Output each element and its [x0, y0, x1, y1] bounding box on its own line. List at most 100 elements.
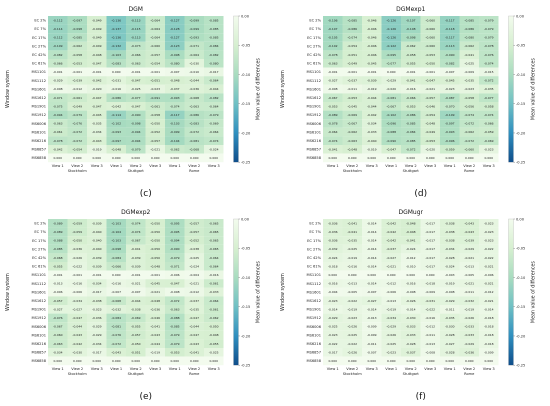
heatmap-cell: [459, 244, 479, 254]
cell-value-label: -0.016: [111, 87, 121, 91]
heatmap-cell: [67, 348, 87, 357]
cell-value-label: -0.028: [406, 342, 416, 346]
cell-value-label: -0.067: [53, 325, 63, 329]
cell-value-label: 0.000: [53, 156, 62, 160]
cell-value-label: -0.103: [111, 221, 121, 225]
cell-value-label: -0.085: [170, 325, 180, 329]
cell-value-label: -0.076: [72, 122, 82, 126]
heatmap-cell: [362, 50, 382, 59]
cell-value-label: -0.017: [425, 239, 435, 243]
cell-value-label: -0.071: [170, 264, 180, 268]
cell-value-label: -0.107: [406, 18, 416, 22]
col-label: View 3: [483, 164, 495, 168]
cell-value-label: -0.046: [367, 44, 377, 48]
heatmap-cell: [87, 339, 107, 348]
cell-value-label: -0.064: [150, 27, 160, 31]
cell-value-label: -0.077: [386, 61, 396, 65]
cell-value-label: -0.085: [53, 247, 63, 251]
heatmap-cell: [342, 145, 362, 154]
heatmap-cell: [420, 236, 440, 245]
heatmap-cell: [420, 136, 440, 145]
cell-value-label: 0.000: [328, 273, 337, 277]
cell-value-label: -0.126: [386, 36, 396, 40]
cell-value-label: -0.001: [72, 70, 82, 74]
row-label: MS1112: [306, 282, 321, 286]
cell-value-label: -0.079: [484, 27, 494, 31]
cell-value-label: -0.036: [72, 247, 82, 251]
cell-value-label: -0.094: [131, 130, 141, 134]
cell-value-label: -0.050: [150, 122, 160, 126]
cell-value-label: -0.080: [464, 36, 474, 40]
heatmap-cell: [440, 41, 460, 51]
cell-value-label: -0.036: [92, 316, 102, 320]
row-label: MS1101: [306, 70, 321, 74]
heatmap-cell: [165, 348, 185, 357]
heatmap-cell: [479, 339, 499, 348]
heatmap-cell: [48, 102, 68, 111]
cell-value-label: -0.083: [189, 122, 199, 126]
heatmap-cell: [165, 296, 185, 305]
cell-value-label: -0.046: [367, 53, 377, 57]
cell-value-label: -0.064: [209, 299, 219, 303]
heatmap-cell: [87, 305, 107, 314]
heatmap-cell: [48, 110, 68, 120]
cell-value-label: -0.066: [53, 61, 63, 65]
cell-value-label: -0.039: [131, 256, 141, 260]
cell-value-label: -0.054: [347, 44, 357, 48]
heatmap-cell: [342, 236, 362, 245]
heatmap-cell: [48, 153, 68, 163]
heatmap-cell: [106, 313, 126, 323]
row-label: MS6857: [306, 351, 321, 355]
cell-value-label: -0.128: [170, 27, 180, 31]
row-label: EC 61%: [32, 62, 46, 66]
cell-value-label: -0.069: [131, 316, 141, 320]
cell-value-label: -0.021: [189, 282, 199, 286]
cell-value-label: -0.022: [347, 299, 357, 303]
cell-value-label: -0.014: [367, 256, 377, 260]
heatmap-cell: [479, 41, 499, 51]
cell-value-label: -0.090: [386, 139, 396, 143]
cell-value-label: -0.021: [484, 282, 494, 286]
cell-value-label: -0.036: [189, 87, 199, 91]
heatmap-cell: [362, 76, 382, 85]
colorbar-tick-label: -0.15: [516, 102, 525, 106]
col-label: View 2: [130, 367, 142, 371]
cell-value-label: -0.057: [189, 221, 199, 225]
heatmap-cell: [420, 41, 440, 51]
cell-value-label: -0.074: [209, 139, 219, 143]
cell-value-label: -0.096: [386, 122, 396, 126]
heatmap-cell: [67, 93, 87, 102]
heatmap-cell: [401, 287, 421, 297]
cell-value-label: -0.051: [347, 53, 357, 57]
cell-value-label: -0.036: [328, 239, 338, 243]
cell-value-label: -0.061: [209, 282, 219, 286]
cell-value-label: 0.000: [328, 156, 337, 160]
cell-value-label: -0.039: [92, 221, 102, 225]
cell-value-label: -0.051: [150, 79, 160, 83]
heatmap-cell: [381, 127, 401, 137]
cell-value-label: -0.012: [484, 290, 494, 294]
cell-value-label: -0.019: [367, 147, 377, 151]
cell-value-label: -0.050: [425, 61, 435, 65]
heatmap-cell: [204, 339, 224, 348]
cell-value-label: -0.048: [170, 79, 180, 83]
cell-value-label: -0.014: [367, 264, 377, 268]
heatmap-cell: [342, 33, 362, 42]
heatmap-cell: [165, 305, 185, 314]
row-label: EC 27%: [32, 247, 46, 251]
heatmap-cell: [342, 41, 362, 51]
colorbar-label: Mean value of differences: [256, 261, 262, 323]
heatmap-cell: [323, 219, 343, 228]
cell-value-label: -0.034: [386, 316, 396, 320]
heatmap-cell: [420, 270, 440, 280]
heatmap-cell: [87, 356, 107, 366]
heatmap-cell: [67, 262, 87, 271]
heatmap-cell: [323, 227, 343, 237]
heatmap-cell: [165, 330, 185, 340]
group-label: Stockholm: [68, 169, 87, 173]
heatmap-cell: [459, 287, 479, 297]
cell-value-label: -0.047: [189, 333, 199, 337]
heatmap-cell: [87, 219, 107, 228]
heatmap-cell: [204, 219, 224, 228]
cell-value-label: -0.064: [209, 264, 219, 268]
